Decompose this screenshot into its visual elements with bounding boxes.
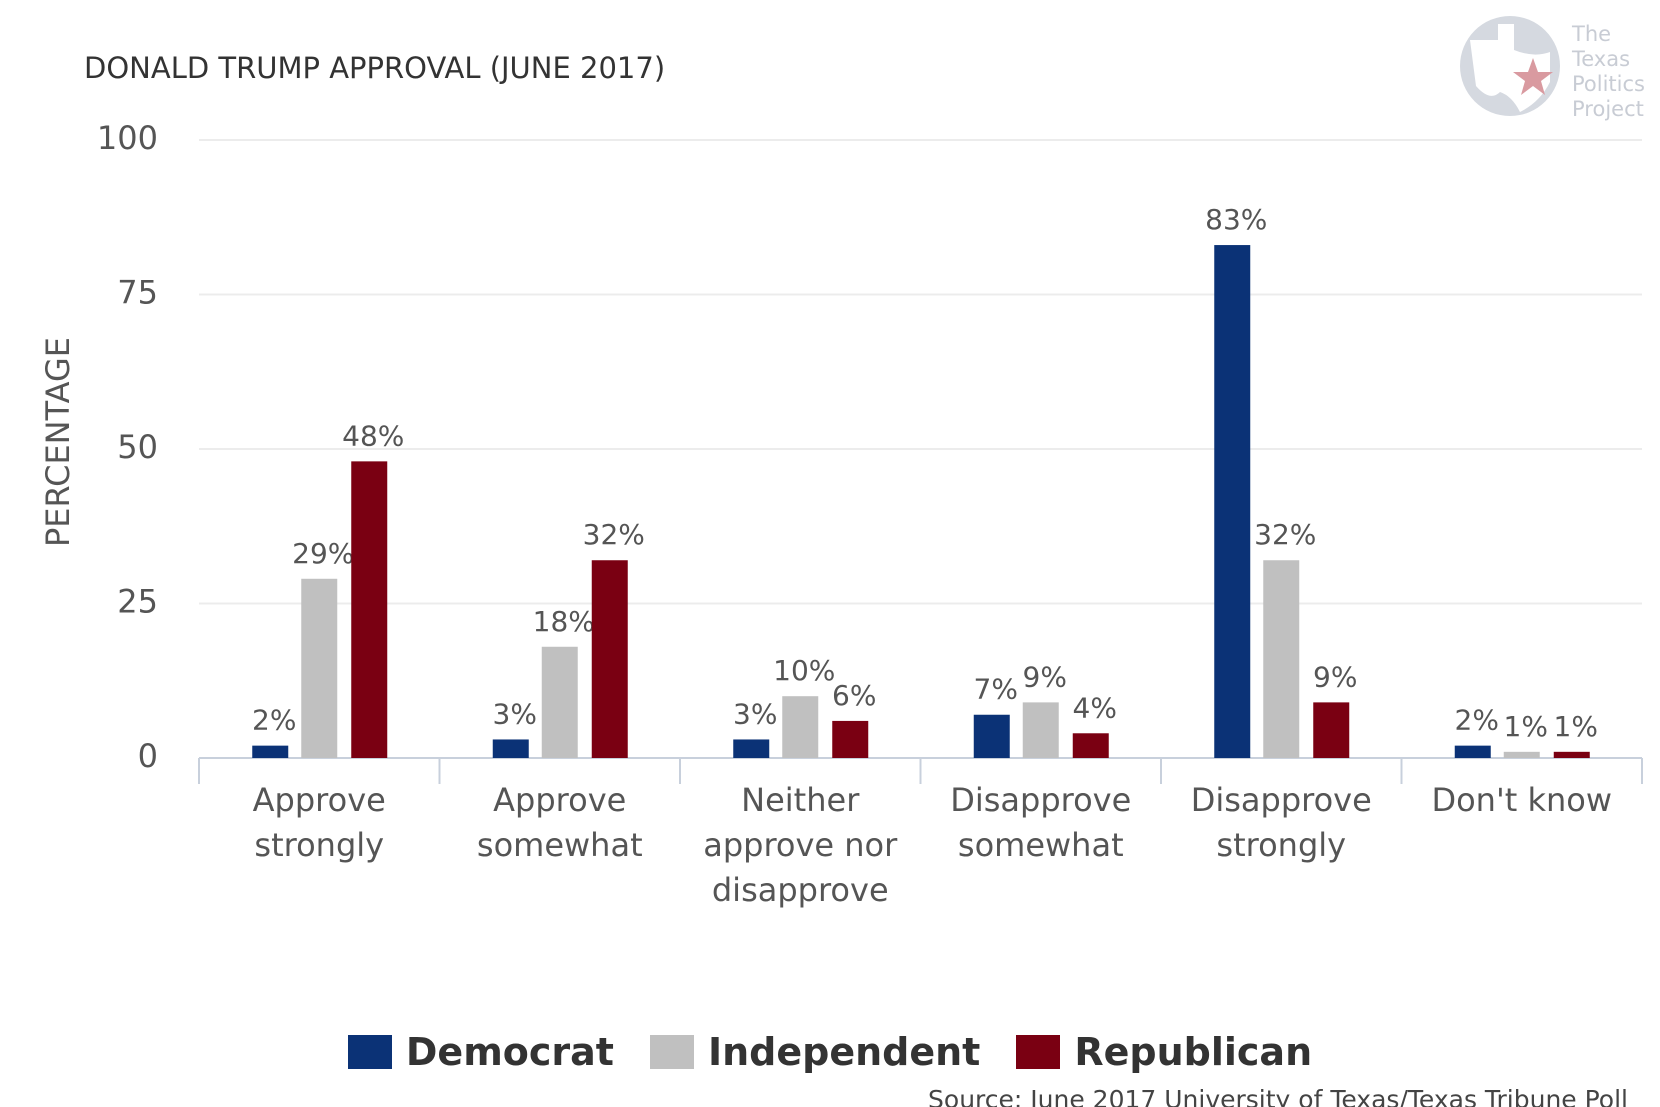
value-label: 2% [252, 704, 296, 737]
bar [492, 739, 529, 758]
value-label: 3% [733, 697, 777, 730]
bar [252, 745, 289, 758]
legend-swatch [347, 1035, 392, 1069]
source: Source: June 2017 University of Texas/Te… [928, 1085, 1628, 1107]
y-tick-label: 75 [117, 274, 158, 312]
legend-label: Republican [1074, 1030, 1313, 1074]
value-label: 29% [292, 537, 354, 570]
bar [1214, 245, 1251, 758]
value-label: 48% [342, 419, 404, 452]
legend-item: Republican [1016, 1030, 1312, 1074]
bar [973, 714, 1010, 758]
bar [541, 646, 578, 758]
value-label: 7% [974, 673, 1018, 706]
bar [351, 461, 388, 758]
bar [1072, 733, 1109, 758]
x-tick-label: Disapprove strongly [1190, 781, 1372, 864]
value-label: 83% [1205, 203, 1267, 236]
y-tick-label: 0 [138, 737, 158, 775]
bar [782, 696, 819, 758]
x-tick-label: Don't know [1431, 781, 1613, 819]
y-tick-label: 25 [117, 583, 158, 621]
x-tick-label: Approve somewhat [476, 781, 643, 864]
legend-item: Democrat [347, 1030, 614, 1074]
bar [1553, 751, 1590, 758]
bar [301, 578, 338, 758]
bar [591, 560, 628, 758]
bar [1263, 560, 1300, 758]
legend-item: Independent [649, 1030, 981, 1074]
value-label: 1% [1554, 710, 1598, 743]
logo-text: The Texas Politics Project [1572, 22, 1645, 121]
value-label: 9% [1023, 660, 1067, 693]
bar [1454, 745, 1491, 758]
bar [733, 739, 770, 758]
bar [1022, 702, 1059, 758]
bar [832, 720, 869, 758]
value-label: 32% [1254, 518, 1316, 551]
value-label: 9% [1313, 660, 1357, 693]
legend: Democrat Independent Republican [0, 1030, 1660, 1074]
chart-title: DONALD TRUMP APPROVAL (JUNE 2017) [84, 51, 665, 85]
legend-label: Democrat [405, 1030, 614, 1074]
value-label: 6% [832, 679, 876, 712]
y-tick-label: 100 [97, 119, 158, 157]
value-label: 3% [493, 697, 537, 730]
legend-swatch [649, 1035, 694, 1069]
legend-swatch [1016, 1035, 1061, 1069]
x-tick-label: Disapprove somewhat [950, 781, 1132, 864]
x-tick-label: Approve strongly [252, 781, 386, 864]
value-label: 18% [533, 605, 595, 638]
logo-mark [1460, 16, 1560, 116]
legend-label: Independent [707, 1030, 981, 1074]
x-tick-label: Neither approve nor disapprove [703, 781, 898, 909]
value-label: 32% [583, 518, 645, 551]
value-label: 2% [1455, 704, 1499, 737]
bar [1313, 702, 1350, 758]
y-tick-label: 50 [117, 428, 158, 466]
value-label: 10% [773, 654, 835, 687]
y-axis-label: PERCENTAGE [39, 337, 77, 547]
value-label: 4% [1073, 691, 1117, 724]
bar [1503, 751, 1540, 758]
value-label: 1% [1504, 710, 1548, 743]
